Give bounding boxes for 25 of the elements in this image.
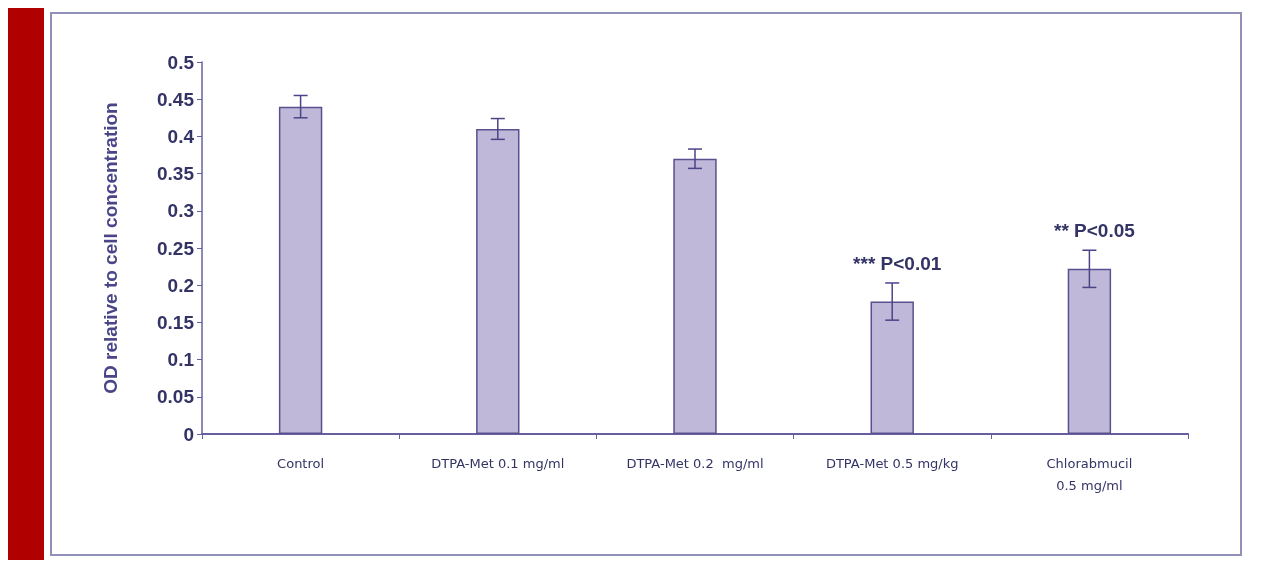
x-tick-label: DTPA-Met 0.5 mg/kg (825, 455, 959, 471)
bar (1067, 268, 1112, 434)
y-tick-label: 0.3 (167, 200, 194, 222)
chart-frame: OD relative to cell concentration 0 0.05 0.1 0.15 0.2 0.25 0.3 0.35 0.4 0.45 0.5 Control DTPA-Met 0.1 mg/ml DTPA-Met 0.2 mg/ml DTPA-Met 0.5 mg/kg Chlorabmucil 0.5 mg/ml *** P<0.01 ** P<0.05 (50, 12, 1242, 556)
annotation: ** P<0.05 (1053, 220, 1136, 242)
y-axis-title: OD relative to cell concentration (100, 102, 121, 394)
x-tick-label: DTPA-Met 0.2 mg/ml (626, 455, 764, 471)
y-tick-label: 0.45 (157, 88, 195, 110)
y-tick-label: 0.5 (167, 51, 195, 73)
bar (278, 106, 323, 434)
x-tick-label: Control (277, 455, 325, 471)
x-tick-label: DTPA-Met 0.1 mg/ml (431, 455, 565, 471)
y-tick-label: 0.35 (157, 163, 195, 185)
bar (673, 158, 717, 434)
bar (476, 128, 520, 434)
y-tick-label: 0.2 (167, 274, 194, 296)
y-tick-label: 0.4 (167, 125, 195, 147)
bar (870, 301, 914, 434)
x-tick-label: Chlorabmucil 0.5 mg/ml (1046, 455, 1133, 493)
y-tick-label: 0 (183, 423, 194, 445)
y-tick-label: 0.15 (157, 311, 195, 333)
y-tick-label: 0.25 (157, 237, 195, 259)
y-tick-label: 0.1 (167, 349, 195, 371)
annotation: *** P<0.01 (853, 252, 942, 274)
y-tick-label: 0.05 (157, 386, 195, 408)
